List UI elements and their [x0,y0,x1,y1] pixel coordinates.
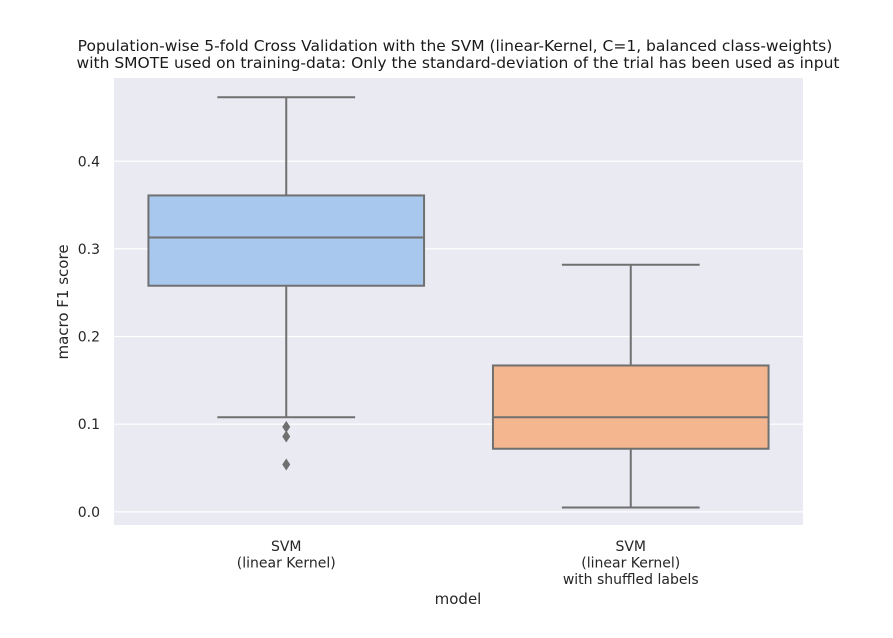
interquartile-box [147,194,426,287]
x-tick-label: (linear Kernel) [581,556,680,572]
x-tick-label: (linear Kernel) [237,556,336,572]
outlier-point [282,458,291,471]
chart-title-line-2: with SMOTE used on training-data: Only t… [77,54,840,72]
boxes [147,96,770,509]
y-axis-label: macro F1 score [54,244,72,359]
y-tick-label: 0.3 [78,242,100,258]
x-tick-label: with shuffled labels [563,572,699,588]
chart-title: Population-wise 5-fold Cross Validation … [77,37,840,72]
y-tick-label: 0.1 [78,417,100,433]
interquartile-box [491,364,770,450]
y-tick-label: 0.4 [78,154,100,170]
y-tick-labels: 0.0 0.1 0.2 0.3 0.4 [78,154,100,521]
outlier-point [282,430,291,443]
chart-title-line-1: Population-wise 5-fold Cross Validation … [78,37,833,55]
box-1 [147,96,426,471]
x-tick-labels: SVM(linear Kernel)SVM(linear Kernel)with… [237,539,699,588]
y-tick-label: 0.0 [78,505,100,521]
y-tick-label: 0.2 [78,330,100,346]
x-tick-label: SVM [615,539,646,555]
x-tick-label: SVM [271,539,302,555]
outlier-point [282,420,291,433]
plot-area [114,78,803,525]
x-axis-label: model [435,590,482,608]
box-2 [491,263,770,509]
